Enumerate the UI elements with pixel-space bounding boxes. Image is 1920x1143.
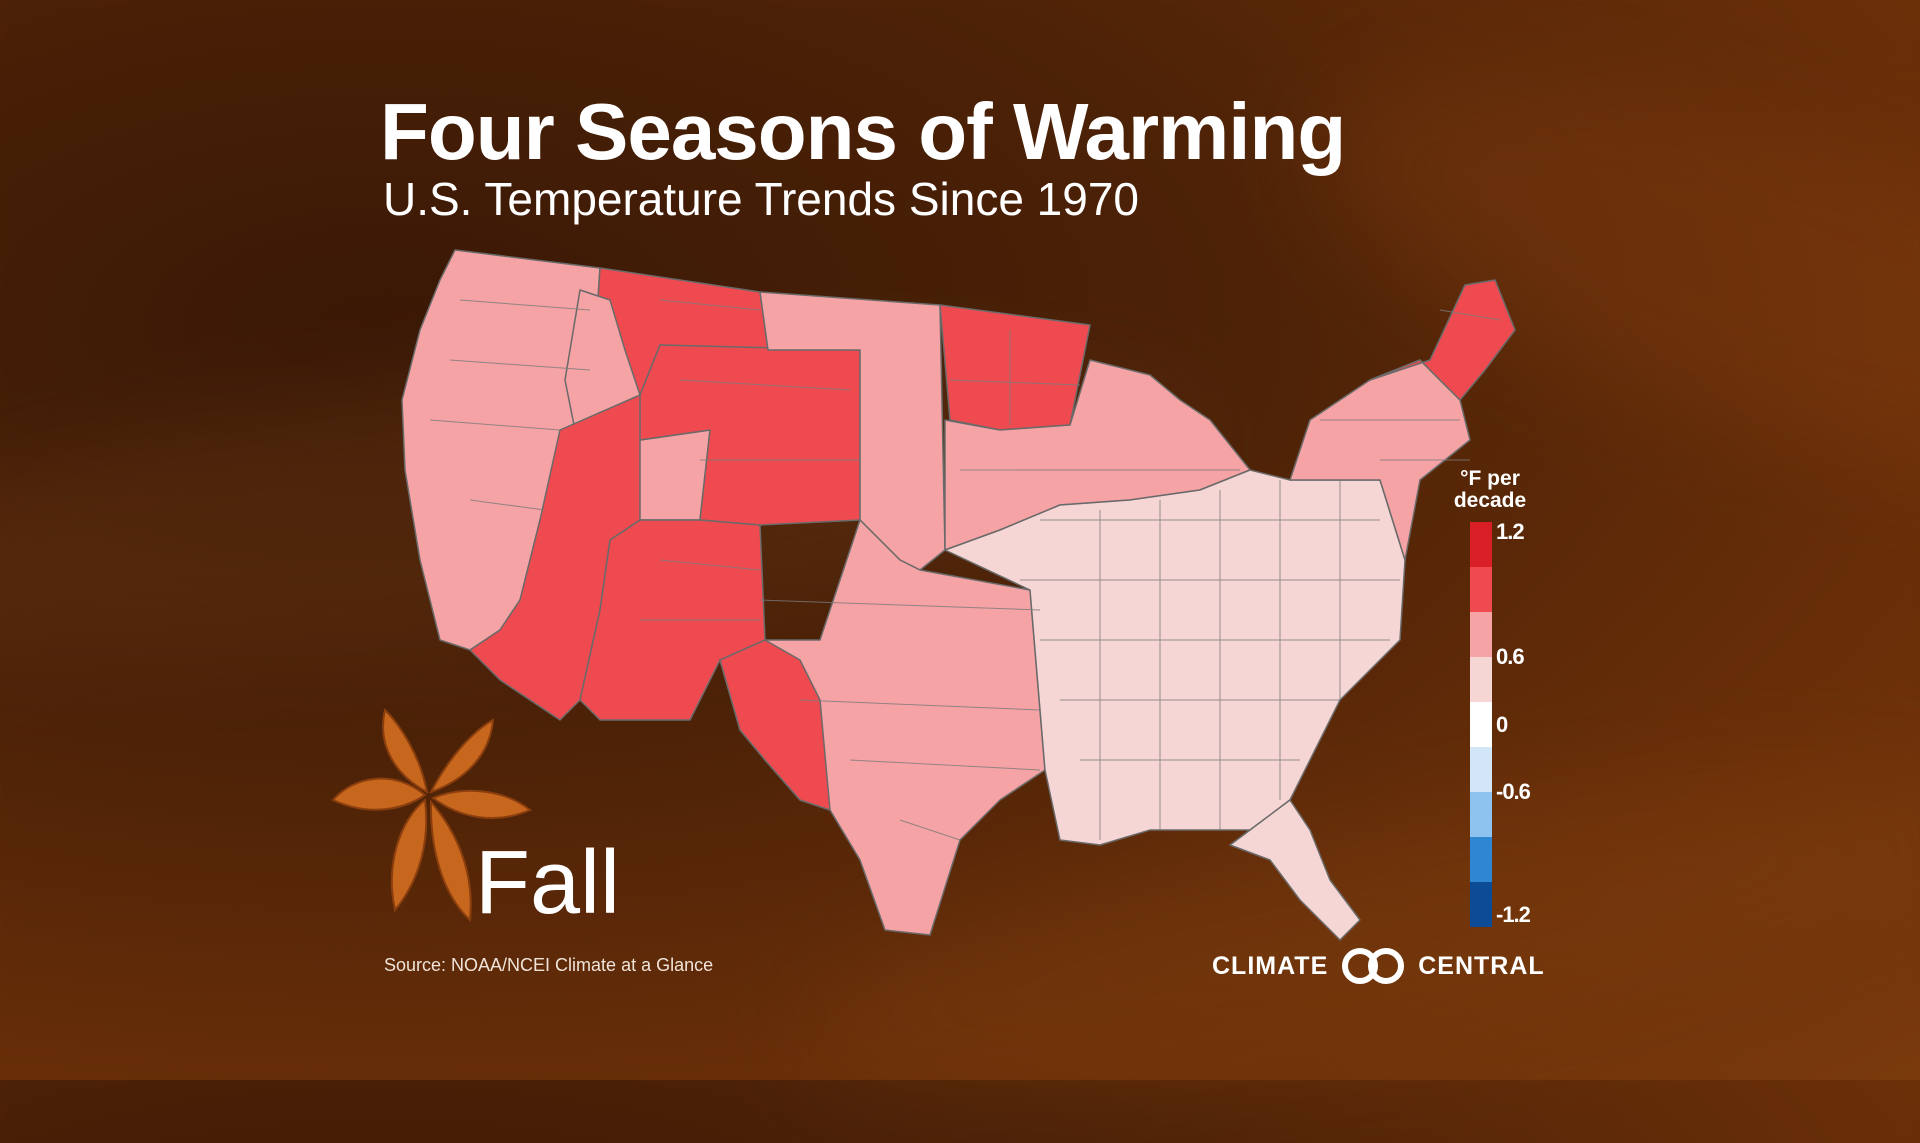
legend-swatch — [1470, 522, 1492, 567]
map-region-utah — [639, 429, 711, 521]
legend-label: -0.6 — [1496, 779, 1531, 804]
legend-swatch — [1470, 567, 1492, 612]
legend-label: 1.2 — [1496, 519, 1525, 544]
legend-swatch — [1470, 792, 1492, 837]
legend-title-line: decade — [1453, 489, 1527, 512]
season-label: Fall — [475, 833, 621, 933]
map-region-midwest-south-east — [944, 469, 1406, 846]
us-temperature-map — [401, 249, 1516, 941]
legend-swatch — [1470, 702, 1492, 747]
legend-swatch — [1470, 882, 1492, 927]
logo-text-right: CENTRAL — [1418, 951, 1545, 980]
logo-text-left: CLIMATE — [1212, 951, 1329, 980]
autumn-leaf-icon — [331, 708, 532, 923]
logo-rings-icon — [1342, 948, 1405, 984]
legend-label: 0 — [1496, 712, 1508, 737]
legend-swatch — [1470, 612, 1492, 657]
legend-swatch — [1470, 747, 1492, 792]
legend-color-bar — [1470, 522, 1492, 928]
legend-swatch — [1470, 837, 1492, 882]
map-region-florida — [1229, 799, 1361, 941]
legend-title-line: °F per — [1460, 467, 1520, 490]
map-region-new-england — [1369, 279, 1516, 401]
page-title: Four Seasons of Warming — [380, 87, 1346, 176]
source-credit: Source: NOAA/NCEI Climate at a Glance — [384, 955, 714, 975]
legend-label: -1.2 — [1496, 902, 1531, 927]
legend-label: 0.6 — [1496, 644, 1525, 669]
page-subtitle: U.S. Temperature Trends Since 1970 — [383, 173, 1140, 225]
legend-swatch — [1470, 657, 1492, 702]
climate-central-logo: CLIMATE CENTRAL — [1212, 946, 1545, 986]
legend-title: °F per decade — [1440, 468, 1540, 512]
map-region-minnesota — [939, 304, 1091, 431]
map-region-west-texas — [719, 639, 831, 811]
county-division-lines — [429, 299, 1501, 841]
